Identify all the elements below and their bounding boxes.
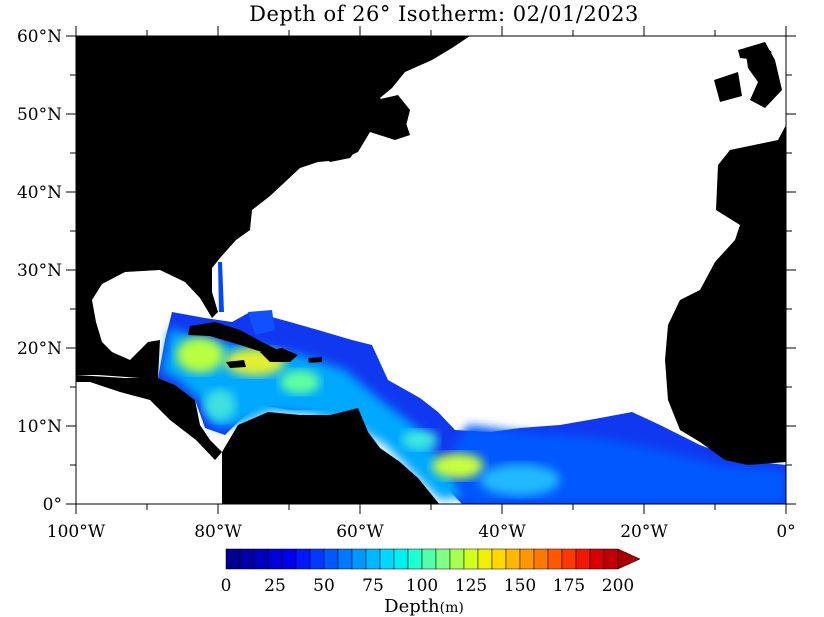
colorbar-tick-0: 0 [221, 576, 232, 596]
colorbar-swatch [295, 548, 311, 570]
lon-label-60w: 60°W [336, 522, 384, 542]
colorbar-swatch [337, 548, 353, 570]
colorbar-swatch [281, 548, 297, 570]
colorbar-tick-175: 175 [553, 576, 585, 596]
colorbar-tick-25: 25 [264, 576, 286, 596]
colorbar-swatch [351, 548, 367, 570]
lon-label-20w: 20°W [620, 522, 668, 542]
colorbar-tick-100: 100 [406, 576, 438, 596]
map-title: Depth of 26° Isotherm: 02/01/2023 [249, 2, 639, 26]
colorbar-swatch [463, 548, 479, 570]
colorbar-tick-200: 200 [602, 576, 634, 596]
land-masses [76, 36, 786, 504]
central-america [76, 375, 222, 460]
map-area [76, 36, 786, 504]
colorbar-swatch [323, 548, 339, 570]
colorbar-tick-125: 125 [455, 576, 487, 596]
colorbar-swatch [435, 548, 451, 570]
colorbar-swatch [603, 548, 619, 570]
colorbar-swatch [407, 548, 423, 570]
colorbar-tick-50: 50 [313, 576, 335, 596]
colorbar-swatch [253, 548, 269, 570]
lon-label-80w: 80°W [194, 522, 242, 542]
lon-label-40w: 40°W [478, 522, 526, 542]
nova-scotia [318, 140, 360, 162]
colorbar-label-text: Depth [384, 596, 440, 617]
latitude-axis [66, 35, 796, 505]
colorbar-swatch [309, 548, 325, 570]
longitude-axis [75, 26, 787, 514]
colorbar-extend-arrow [617, 548, 641, 570]
north-america [76, 36, 470, 378]
lat-label-0: 0° [43, 495, 62, 515]
colorbar-swatch [491, 548, 507, 570]
lon-label-100w: 100°W [47, 522, 106, 542]
colorbar-swatch [477, 548, 493, 570]
colorbar [225, 548, 641, 570]
colorbar-swatch [519, 548, 535, 570]
colorbar-swatch [561, 548, 577, 570]
colorbar-swatch [393, 548, 409, 570]
hispaniola [260, 348, 298, 362]
colorbar-tick-75: 75 [362, 576, 384, 596]
iceland [738, 44, 772, 60]
colorbar-swatch [575, 548, 591, 570]
colorbar-swatch [225, 548, 241, 570]
colorbar-swatch [379, 548, 395, 570]
colorbar-swatch [239, 548, 255, 570]
south-america [222, 408, 440, 504]
lat-label-60n: 60°N [17, 27, 62, 47]
ireland [714, 72, 742, 102]
lat-label-20n: 20°N [17, 339, 62, 359]
jamaica [226, 360, 246, 368]
colorbar-swatch [547, 548, 563, 570]
lat-label-40n: 40°N [17, 183, 62, 203]
colorbar-label: Depth(m) [0, 596, 824, 617]
colorbar-swatch [267, 548, 283, 570]
colorbar-swatch [449, 548, 465, 570]
cuba [188, 322, 278, 352]
europe-africa [665, 125, 786, 465]
newfoundland [376, 95, 410, 132]
colorbar-tick-150: 150 [504, 576, 536, 596]
colorbar-unit: (m) [439, 600, 464, 616]
colorbar-swatch [533, 548, 549, 570]
lat-label-50n: 50°N [17, 105, 62, 125]
lat-label-30n: 30°N [17, 261, 62, 281]
lat-label-10n: 10°N [17, 417, 62, 437]
puerto-rico [308, 357, 322, 363]
colorbar-swatch [421, 548, 437, 570]
lon-label-0: 0° [776, 522, 795, 542]
colorbar-swatch [589, 548, 605, 570]
colorbar-swatch [365, 548, 381, 570]
colorbar-swatch [505, 548, 521, 570]
